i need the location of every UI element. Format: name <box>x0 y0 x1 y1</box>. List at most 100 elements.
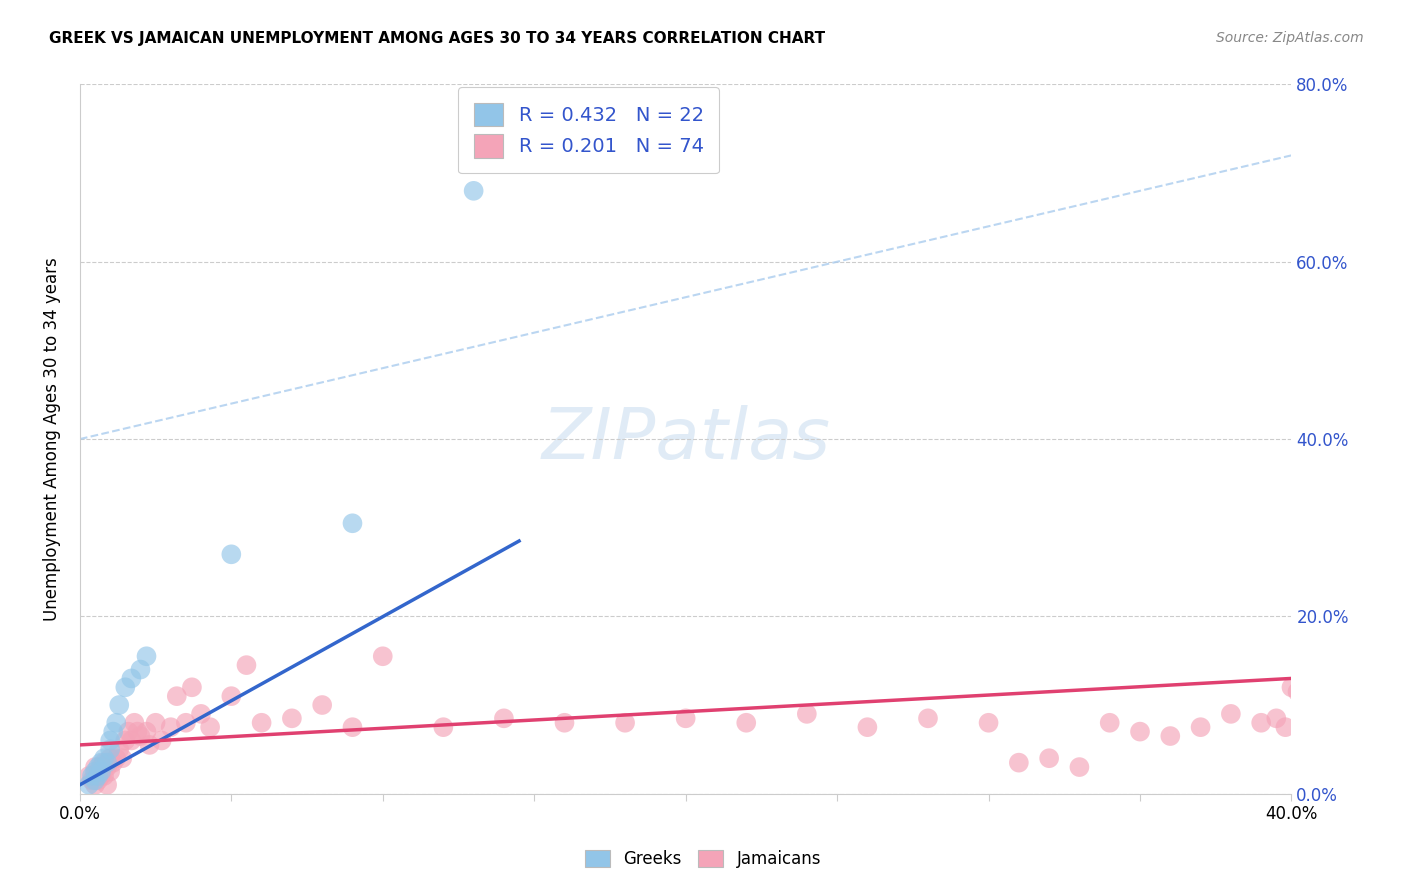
Text: ZIPatlas: ZIPatlas <box>541 405 830 474</box>
Y-axis label: Unemployment Among Ages 30 to 34 years: Unemployment Among Ages 30 to 34 years <box>44 257 60 621</box>
Point <box>342 516 364 531</box>
Point <box>96 778 118 792</box>
Point <box>1189 720 1212 734</box>
Point <box>77 778 100 792</box>
Point <box>117 724 139 739</box>
Point <box>120 733 142 747</box>
Point <box>77 769 100 783</box>
Point <box>98 733 121 747</box>
Point <box>114 681 136 695</box>
Point <box>1371 645 1393 659</box>
Point <box>1038 751 1060 765</box>
Point <box>135 724 157 739</box>
Point <box>190 706 212 721</box>
Point <box>1250 715 1272 730</box>
Point <box>1341 706 1364 721</box>
Point <box>1292 715 1315 730</box>
Point <box>93 756 115 770</box>
Point <box>1274 720 1296 734</box>
Point <box>114 733 136 747</box>
Point <box>87 773 110 788</box>
Point <box>181 681 204 695</box>
Point <box>614 715 637 730</box>
Point <box>127 724 149 739</box>
Point <box>159 720 181 734</box>
Text: GREEK VS JAMAICAN UNEMPLOYMENT AMONG AGES 30 TO 34 YEARS CORRELATION CHART: GREEK VS JAMAICAN UNEMPLOYMENT AMONG AGE… <box>49 31 825 46</box>
Point <box>1265 711 1288 725</box>
Legend: Greeks, Jamaicans: Greeks, Jamaicans <box>578 843 828 875</box>
Point <box>90 769 112 783</box>
Point <box>93 751 115 765</box>
Point <box>108 698 131 712</box>
Point <box>1310 667 1333 681</box>
Point <box>463 184 485 198</box>
Point <box>87 760 110 774</box>
Point <box>98 751 121 765</box>
Point <box>96 760 118 774</box>
Point <box>1326 636 1348 650</box>
Point <box>1281 681 1303 695</box>
Point <box>311 698 333 712</box>
Point <box>221 689 243 703</box>
Point <box>1286 684 1309 698</box>
Point <box>93 769 115 783</box>
Point <box>174 715 197 730</box>
Point <box>735 715 758 730</box>
Point <box>432 720 454 734</box>
Point <box>1129 724 1152 739</box>
Point <box>371 649 394 664</box>
Point <box>675 711 697 725</box>
Point <box>129 663 152 677</box>
Point <box>796 706 818 721</box>
Point <box>120 672 142 686</box>
Point <box>342 720 364 734</box>
Point <box>221 547 243 561</box>
Point <box>80 769 103 783</box>
Point <box>198 720 221 734</box>
Point <box>103 724 125 739</box>
Point <box>80 773 103 788</box>
Point <box>90 756 112 770</box>
Point <box>150 733 173 747</box>
Point <box>96 756 118 770</box>
Point <box>98 742 121 756</box>
Point <box>108 742 131 756</box>
Point <box>1386 689 1406 703</box>
Point <box>124 715 146 730</box>
Point <box>1298 706 1320 721</box>
Point <box>492 711 515 725</box>
Point <box>1159 729 1181 743</box>
Point <box>1402 672 1406 686</box>
Point <box>87 764 110 779</box>
Point <box>111 751 134 765</box>
Legend: R = 0.432   N = 22, R = 0.201   N = 74: R = 0.432 N = 22, R = 0.201 N = 74 <box>458 87 720 173</box>
Point <box>105 751 128 765</box>
Point <box>235 658 257 673</box>
Point <box>84 778 107 792</box>
Point <box>1098 715 1121 730</box>
Point <box>90 764 112 779</box>
Point <box>135 649 157 664</box>
Point <box>1305 698 1327 712</box>
Point <box>84 764 107 779</box>
Point <box>166 689 188 703</box>
Text: Source: ZipAtlas.com: Source: ZipAtlas.com <box>1216 31 1364 45</box>
Point <box>553 715 575 730</box>
Point <box>129 729 152 743</box>
Point <box>98 764 121 779</box>
Point <box>977 715 1000 730</box>
Point <box>281 711 304 725</box>
Point <box>1355 663 1378 677</box>
Point <box>917 711 939 725</box>
Point <box>250 715 273 730</box>
Point <box>138 738 160 752</box>
Point <box>1069 760 1091 774</box>
Point <box>105 715 128 730</box>
Point <box>145 715 167 730</box>
Point <box>84 773 107 788</box>
Point <box>87 769 110 783</box>
Point <box>1219 706 1241 721</box>
Point <box>856 720 879 734</box>
Point <box>103 756 125 770</box>
Point <box>1008 756 1031 770</box>
